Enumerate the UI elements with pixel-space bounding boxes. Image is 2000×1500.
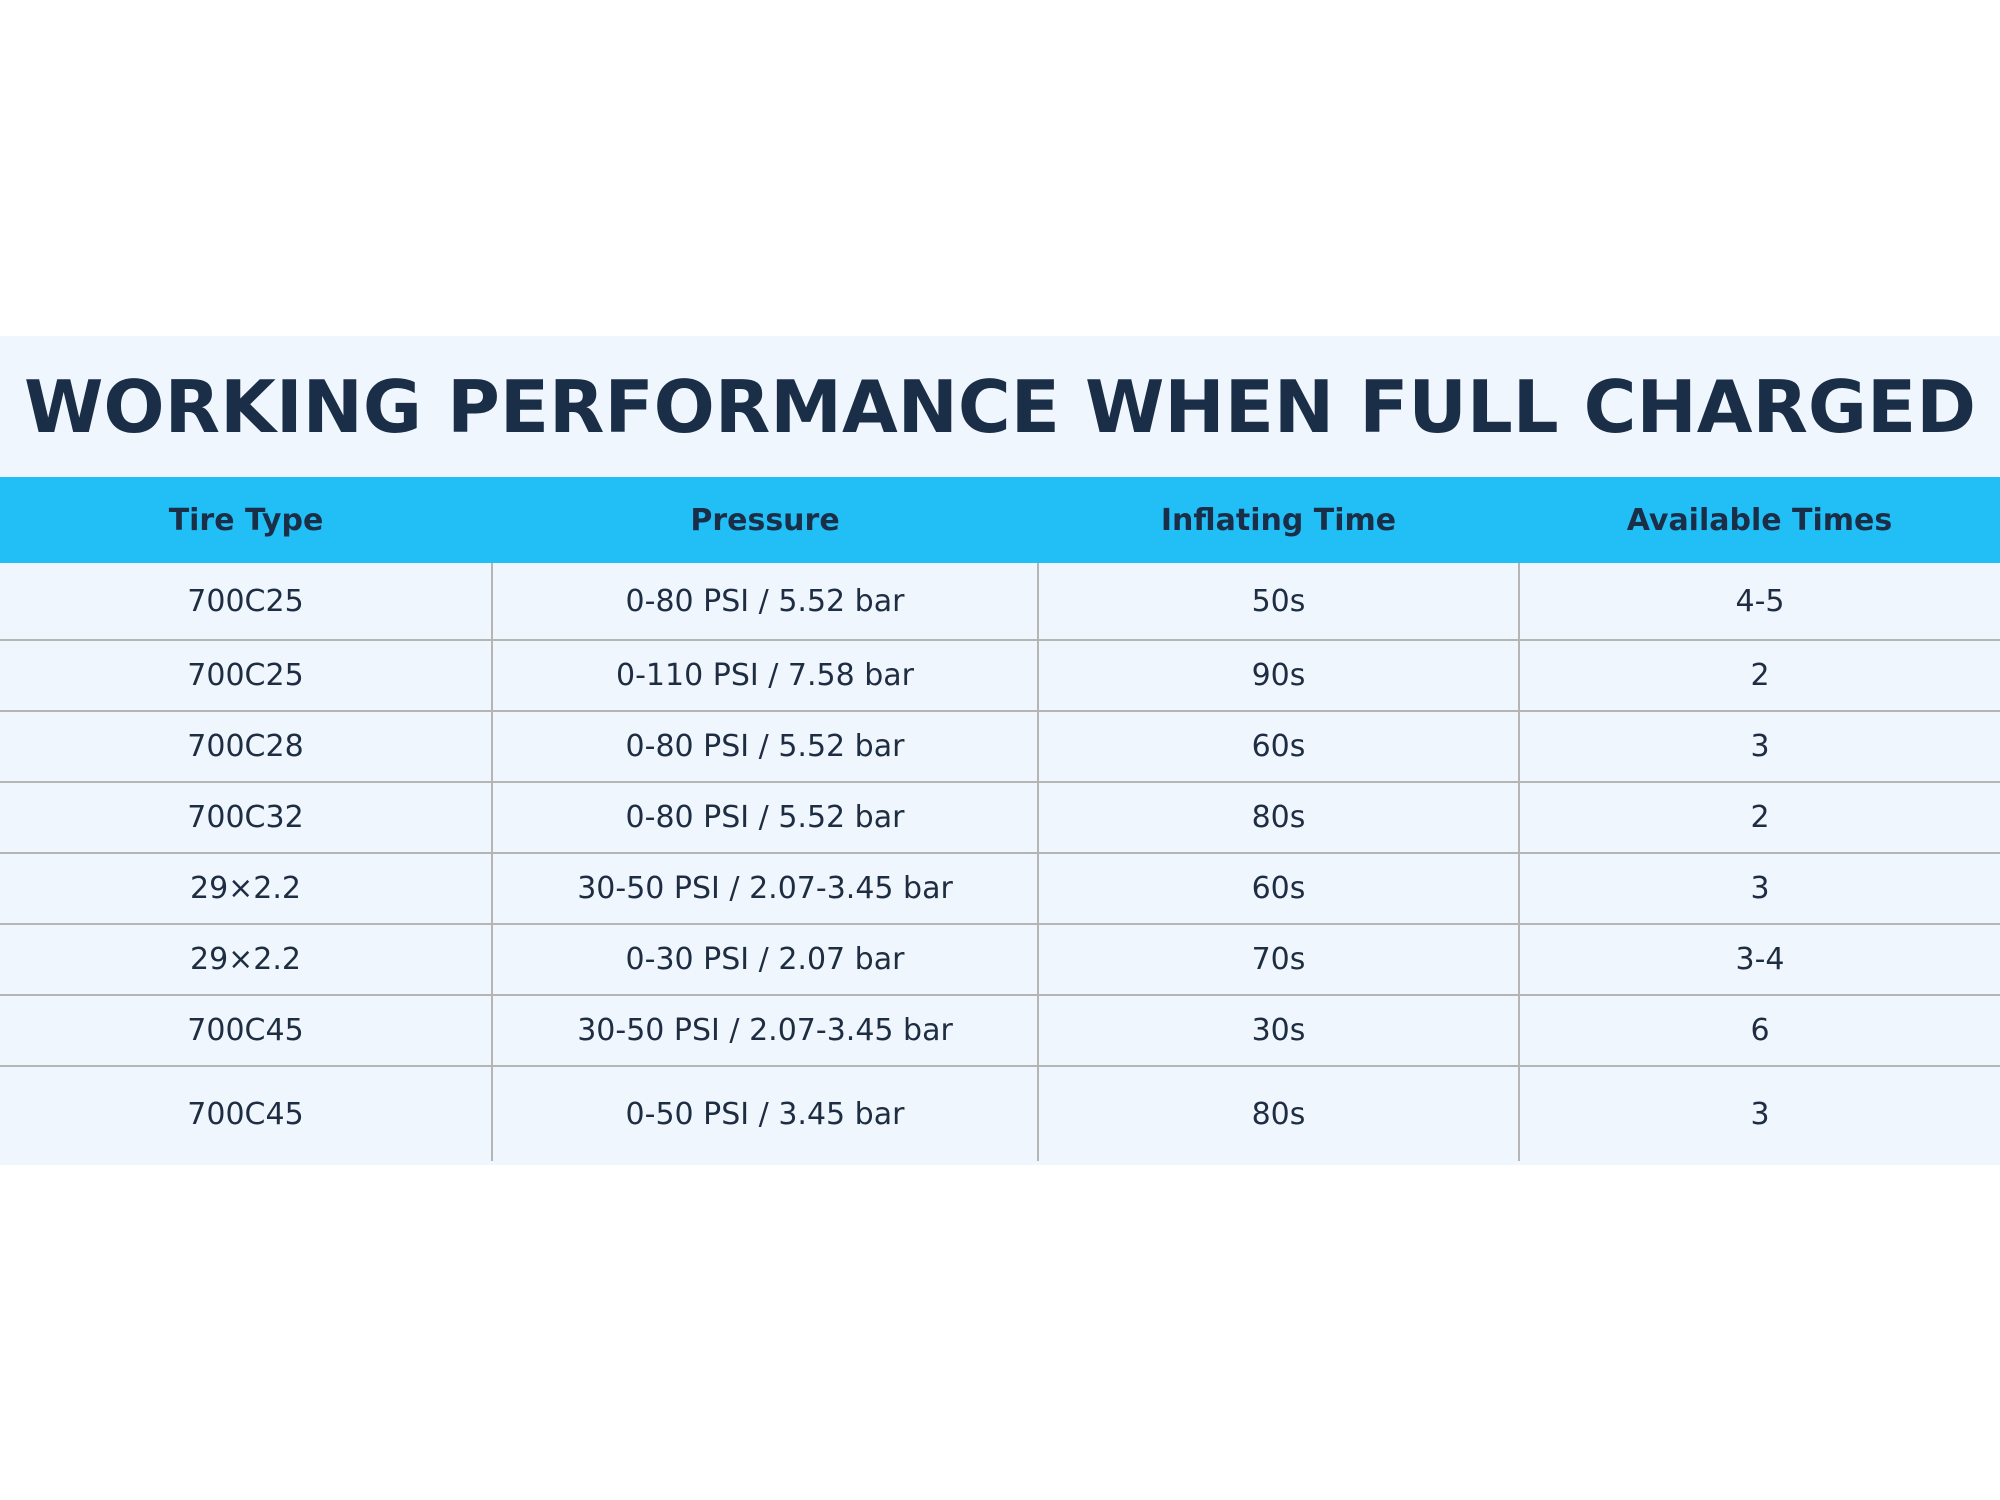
header-pressure: Pressure [492, 477, 1038, 563]
table-row: 700C45 0-50 PSI / 3.45 bar 80s 3 [0, 1066, 2000, 1161]
cell-available-times: 2 [1518, 782, 2000, 854]
cell-pressure: 0-80 PSI / 5.52 bar [491, 782, 1038, 854]
cell-available-times: 4-5 [1518, 563, 2000, 641]
cell-available-times: 2 [1518, 640, 2000, 712]
cell-pressure: 0-80 PSI / 5.52 bar [491, 563, 1038, 641]
cell-tire-type: 29×2.2 [0, 853, 492, 925]
header-tire-type: Tire Type [0, 477, 492, 563]
performance-table: Tire Type Pressure Inflating Time Availa… [0, 477, 2000, 1161]
table-header-row: Tire Type Pressure Inflating Time Availa… [0, 477, 2000, 563]
cell-tire-type: 29×2.2 [0, 924, 492, 996]
cell-pressure: 0-110 PSI / 7.58 bar [491, 640, 1038, 712]
cell-pressure: 30-50 PSI / 2.07-3.45 bar [491, 853, 1038, 925]
cell-available-times: 3 [1518, 711, 2000, 783]
cell-inflating-time: 30s [1037, 995, 1519, 1067]
cell-pressure: 0-30 PSI / 2.07 bar [491, 924, 1038, 996]
cell-inflating-time: 80s [1037, 782, 1519, 854]
table-row: 700C25 0-80 PSI / 5.52 bar 50s 4-5 [0, 563, 2000, 641]
table-row: 700C28 0-80 PSI / 5.52 bar 60s 3 [0, 711, 2000, 783]
cell-inflating-time: 80s [1037, 1066, 1519, 1161]
cell-tire-type: 700C28 [0, 711, 492, 783]
cell-tire-type: 700C45 [187, 1096, 304, 1132]
cell-pressure: 0-80 PSI / 5.52 bar [491, 711, 1038, 783]
cell-tire-type: 700C25 [0, 563, 492, 641]
cell-tire-type: 700C25 [0, 640, 492, 712]
table-row: 700C32 0-80 PSI / 5.52 bar 80s 2 [0, 782, 2000, 854]
header-inflating-time: Inflating Time [1038, 477, 1519, 563]
header-available-times: Available Times [1519, 477, 2000, 563]
page-title: WORKING PERFORMANCE WHEN FULL CHARGED [24, 364, 1976, 449]
cell-available-times: 3 [1518, 1066, 2000, 1161]
cell-inflating-time: 50s [1037, 563, 1519, 641]
cell-available-times: 3 [1518, 853, 2000, 925]
cell-inflating-time: 90s [1037, 640, 1519, 712]
cell-pressure: 0-50 PSI / 3.45 bar [491, 1066, 1038, 1161]
cell-available-times: 3-4 [1518, 924, 2000, 996]
table-row: 29×2.2 0-30 PSI / 2.07 bar 70s 3-4 [0, 924, 2000, 996]
table-row: 29×2.2 30-50 PSI / 2.07-3.45 bar 60s 3 [0, 853, 2000, 925]
cell-available-times: 6 [1518, 995, 2000, 1067]
cell-inflating-time: 60s [1037, 853, 1519, 925]
cell-tire-type: 700C32 [0, 782, 492, 854]
cell-pressure: 30-50 PSI / 2.07-3.45 bar [491, 995, 1038, 1067]
table-row: 700C45 30-50 PSI / 2.07-3.45 bar 30s 6 [0, 995, 2000, 1067]
table-row: 700C25 0-110 PSI / 7.58 bar 90s 2 [0, 640, 2000, 712]
cell-tire-type: 700C45 [0, 995, 492, 1067]
cell-inflating-time: 60s [1037, 711, 1519, 783]
cell-inflating-time: 70s [1037, 924, 1519, 996]
